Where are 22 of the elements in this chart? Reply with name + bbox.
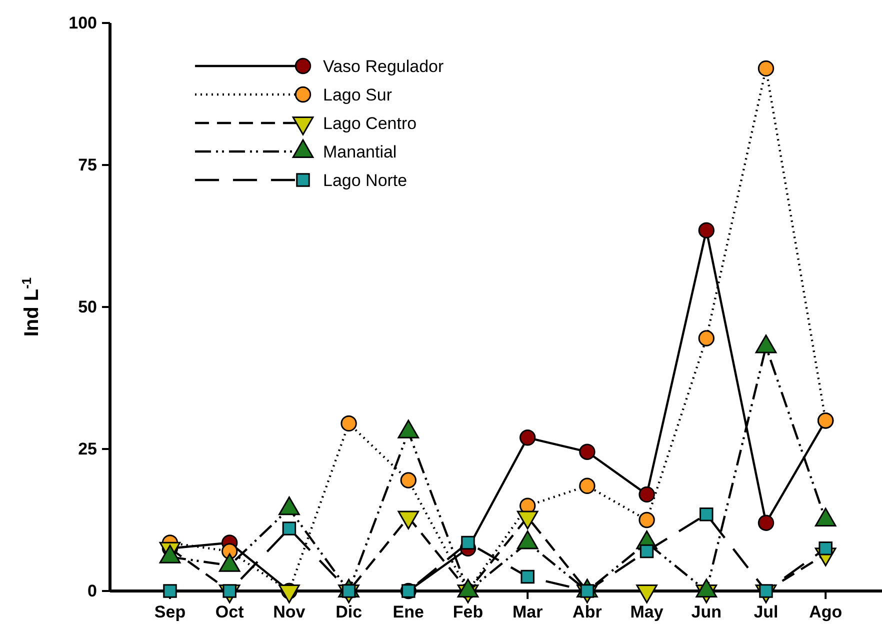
- x-tick-label: Sep: [154, 602, 186, 622]
- legend-label: Manantial: [323, 142, 397, 162]
- legend-label: Lago Centro: [323, 114, 417, 133]
- legend-label: Lago Sur: [323, 86, 392, 104]
- y-tick-label: 50: [78, 297, 97, 316]
- x-tick-label: May: [630, 602, 664, 622]
- x-tick-label: Mar: [512, 602, 544, 622]
- x-tick-label: Nov: [273, 602, 306, 622]
- y-tick-label: 100: [68, 13, 97, 32]
- x-tick-label: Ene: [392, 602, 424, 622]
- x-tick-label: Abr: [572, 602, 602, 622]
- x-tick-label: Feb: [452, 602, 484, 622]
- x-tick-label: Ago: [809, 602, 842, 622]
- x-tick-label: Oct: [215, 602, 244, 622]
- x-tick-label: Dic: [336, 602, 362, 622]
- x-tick-label: Jun: [691, 602, 722, 622]
- y-tick-label: 0: [88, 581, 97, 600]
- x-tick-label: Jul: [754, 602, 778, 622]
- y-tick-label: 25: [78, 439, 97, 458]
- legend-label: Vaso Regulador: [323, 57, 444, 76]
- legend-label: Lago Norte: [323, 171, 408, 190]
- y-tick-label: 75: [78, 155, 97, 174]
